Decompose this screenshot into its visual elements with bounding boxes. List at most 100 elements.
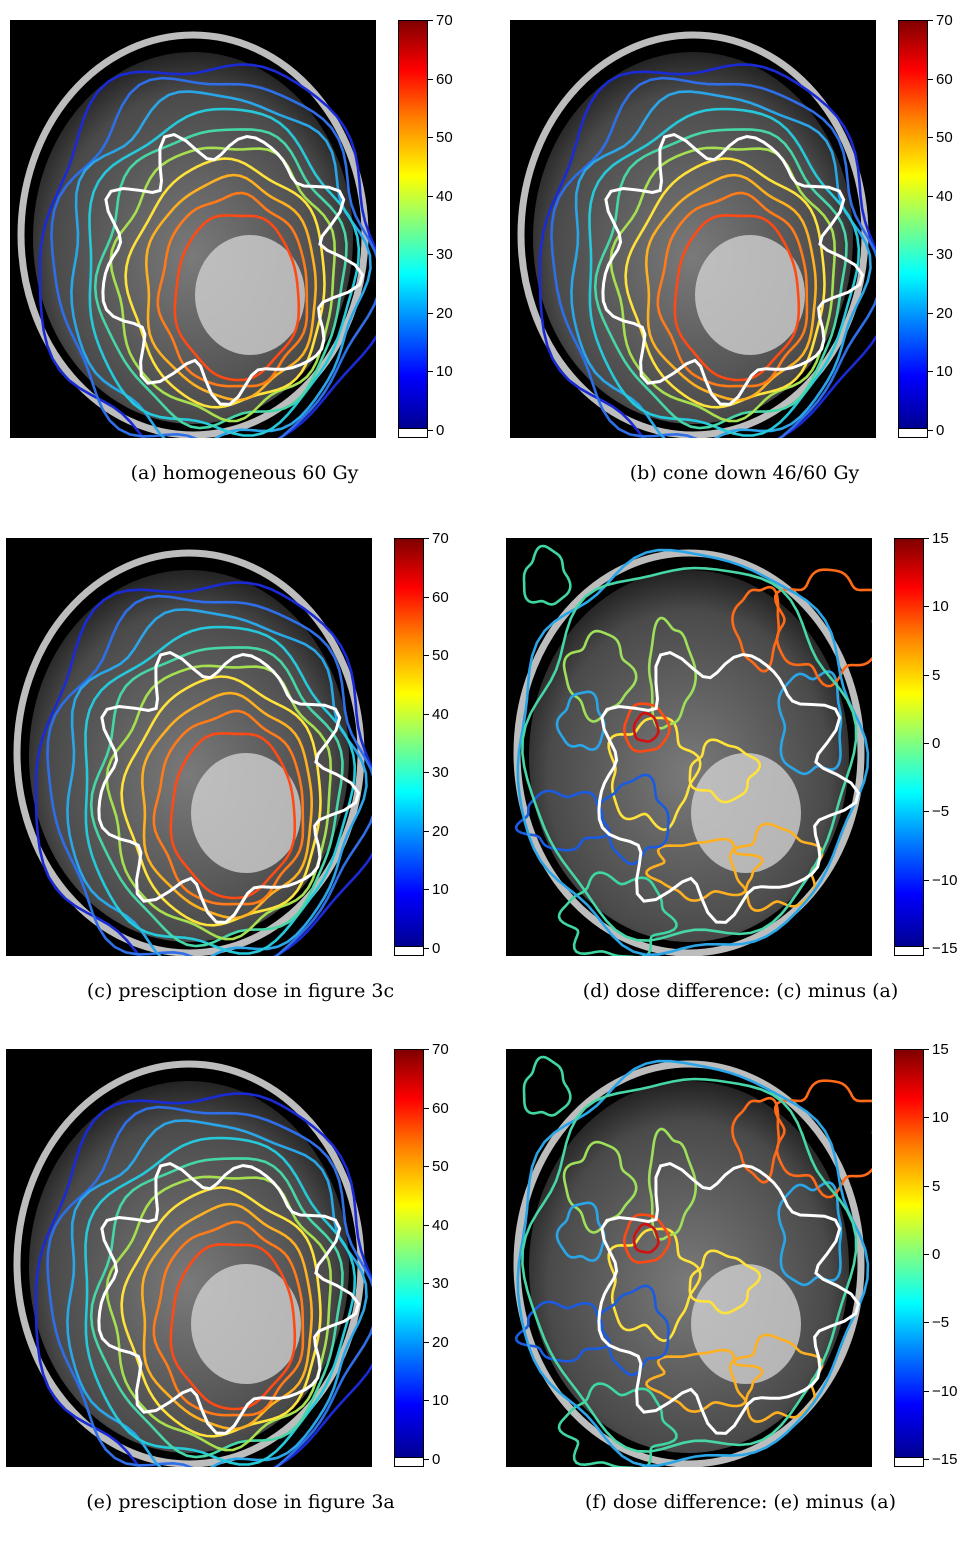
colorbar-tick-label: 70 [936,12,953,29]
dose-contour [538,63,876,438]
dose-contour [773,1079,872,1199]
target-outline [97,651,361,924]
colorbar-tick-label: 20 [432,822,449,840]
colorbar-tick-label: 50 [436,129,453,147]
dose-contour [570,90,872,438]
colorbar-tick-label: 30 [936,246,953,264]
contour-plot [517,31,876,438]
panel-b: (b) cone down 46/60 Gy 70 60 50 40 30 20 10 0 [500,0,978,514]
dose-contour [169,1243,297,1411]
dose-map-c [6,538,372,956]
colorbar-c [394,538,424,956]
dose-contour [152,709,305,906]
dose-contour [593,128,848,430]
dose-contour [673,214,801,382]
dose-contour [516,1059,870,1467]
dose-contour [144,173,318,402]
dose-contour [514,789,611,852]
dose-contour [34,1092,372,1467]
contour-plot [513,1055,872,1467]
contour-plot [13,1060,372,1467]
dose-contour [516,548,870,956]
dose-diff-map-f [506,1049,872,1467]
dose-contour [173,214,301,382]
dose-contour [644,173,818,402]
colorbar-b [898,20,928,438]
colorbar-tick-label: −5 [932,1314,950,1332]
colorbar-tick-label: 20 [432,1333,449,1351]
colorbar-d [894,538,924,956]
dose-contour [632,1222,660,1254]
colorbar-tick-label: 0 [936,422,945,439]
dose-contour [89,1157,344,1459]
dose-contour [88,107,361,437]
colorbar-tick-label: 40 [436,187,453,205]
colorbar-tick-label: 60 [936,70,953,88]
caption-a: (a) homogeneous 60 Gy [130,462,359,484]
dose-contour [555,690,606,751]
dose-contour [34,581,372,956]
colorbar-tick-label: 0 [932,735,941,752]
colorbar-tick-label: −10 [932,1382,958,1400]
dose-contour [588,107,861,437]
dose-contour [514,1300,611,1363]
colorbar-tick-label: 0 [432,940,441,957]
panel-f: (f) dose difference: (e) minus (a) 15 10 5… [496,1029,978,1543]
colorbar-tick-label: 10 [936,363,953,381]
contour-plot [17,31,376,438]
panel-c: (c) presciption dose in figure 3c 70 60 50… [0,518,485,1032]
colorbar-tick-label: 60 [432,588,449,606]
target-outline [597,651,861,924]
dose-contour [140,691,314,920]
tumor-region [691,753,801,873]
colorbar-tick-label: 60 [432,1099,449,1117]
colorbar-tick-label: 10 [932,598,949,616]
colorbar-tick-label: 70 [432,530,449,547]
dose-contour [522,1055,572,1117]
colorbar-tick-label: 30 [432,1275,449,1293]
colorbar-tick-label: 0 [432,1451,441,1468]
dose-contour [645,1348,764,1414]
colorbar-tick-label: 40 [432,705,449,723]
colorbar-tick-label: 10 [436,363,453,381]
dose-map-b [510,20,876,438]
dose-contour [156,191,309,388]
dose-contour [647,1127,697,1241]
dose-contour [731,1096,780,1184]
caption-e: (e) presciption dose in figure 3a [86,1491,395,1513]
colorbar-tick-label: 50 [432,647,449,665]
target-outline [597,1162,861,1435]
tumor-region [195,235,305,355]
dose-contour [688,738,761,804]
colorbar-tick-label: −15 [932,940,958,957]
panel-a: (a) homogeneous 60 Gy 70 60 50 40 30 20 10 0 [0,0,489,514]
colorbar-tick-label: 20 [936,304,953,322]
dose-contour [50,76,376,438]
dose-contour [521,1077,858,1453]
colorbar-tick-label: 10 [932,1109,949,1127]
dose-contour [46,594,372,956]
dose-contour [140,1202,314,1431]
dose-contour [596,773,670,866]
dose-contour [169,732,297,900]
dose-contour [120,675,322,927]
dose-contour [521,566,858,942]
colorbar-tick-label: 40 [432,1216,449,1234]
target-outline [101,133,365,406]
contour-plot [13,549,372,956]
dose-contour [66,1119,368,1467]
colorbar-tick-label: 60 [436,70,453,88]
dose-contour [522,544,572,606]
colorbar-tick-label: 50 [432,1158,449,1176]
dose-contour [84,625,357,955]
colorbar-tick-label: 0 [436,422,445,439]
caption-f: (f) dose difference: (e) minus (a) [584,1491,897,1513]
dose-contour [555,1201,606,1262]
dose-contour [632,711,660,743]
dose-diff-map-d [506,538,872,956]
dose-contour [596,1284,670,1377]
dose-contour [93,128,348,430]
dose-contour [656,191,809,388]
colorbar-tick-label: 15 [932,1041,949,1058]
caption-b: (b) cone down 46/60 Gy [629,462,860,484]
